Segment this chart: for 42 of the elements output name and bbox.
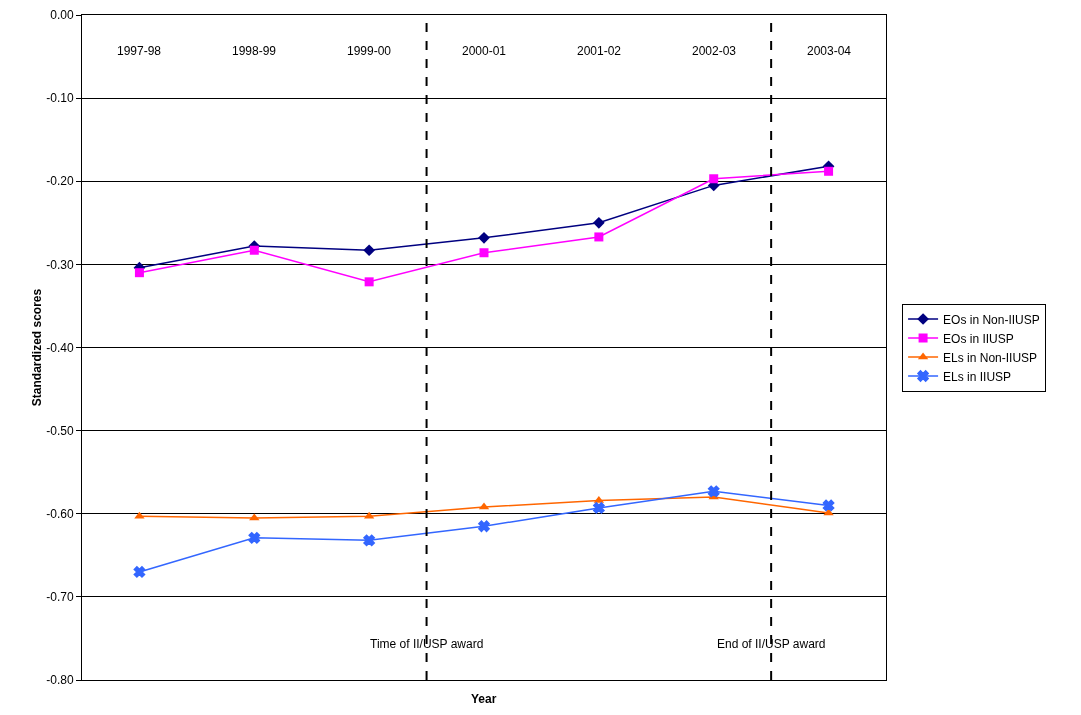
point	[709, 174, 719, 184]
legend-label: EOs in IIUSP	[943, 331, 1014, 346]
point	[249, 245, 259, 255]
legend-label: ELs in Non-IIUSP	[943, 350, 1038, 365]
point	[133, 566, 146, 578]
annotation: Time of II/USP award	[370, 637, 484, 651]
y-tick-label: -0.20	[46, 174, 74, 189]
x-tick-label: 1998-99	[232, 44, 277, 58]
x-tick-label: 2000-01	[462, 44, 507, 58]
point	[249, 513, 260, 521]
point	[363, 244, 375, 257]
annotation: End of II/USP award	[717, 637, 826, 651]
point	[593, 502, 605, 514]
y-axis-title: Standardized scores	[30, 288, 45, 407]
x-tick-label: 2003-04	[807, 44, 852, 58]
x-tick-label: 1997-98	[117, 44, 162, 58]
x-tick-label: 1999-00	[347, 44, 392, 58]
y-tick-label: -0.80	[46, 673, 74, 688]
point	[248, 532, 261, 544]
y-tick-label: -0.60	[46, 506, 74, 521]
point	[824, 166, 834, 176]
y-tick-label: -0.40	[46, 340, 74, 355]
y-tick-label: -0.70	[46, 590, 74, 605]
y-tick-label: -0.10	[46, 91, 74, 106]
point	[593, 216, 605, 229]
point	[364, 277, 374, 287]
point	[479, 248, 489, 258]
legend-label: ELs in IIUSP	[943, 369, 1012, 384]
point	[707, 485, 720, 498]
legend-label: EOs in Non-IIUSP	[943, 312, 1040, 327]
point	[478, 231, 490, 244]
x-tick-label: 2001-02	[577, 44, 622, 58]
point	[478, 520, 490, 533]
x-tick-label: 2002-03	[692, 44, 737, 58]
point	[594, 232, 604, 242]
y-tick-label: -0.50	[46, 423, 74, 438]
x-axis-title: Year	[471, 692, 497, 706]
point	[363, 534, 375, 547]
y-tick-label: -0.30	[46, 257, 74, 272]
point	[134, 268, 144, 278]
point	[822, 499, 835, 512]
y-tick-label: 0.00	[50, 8, 74, 23]
